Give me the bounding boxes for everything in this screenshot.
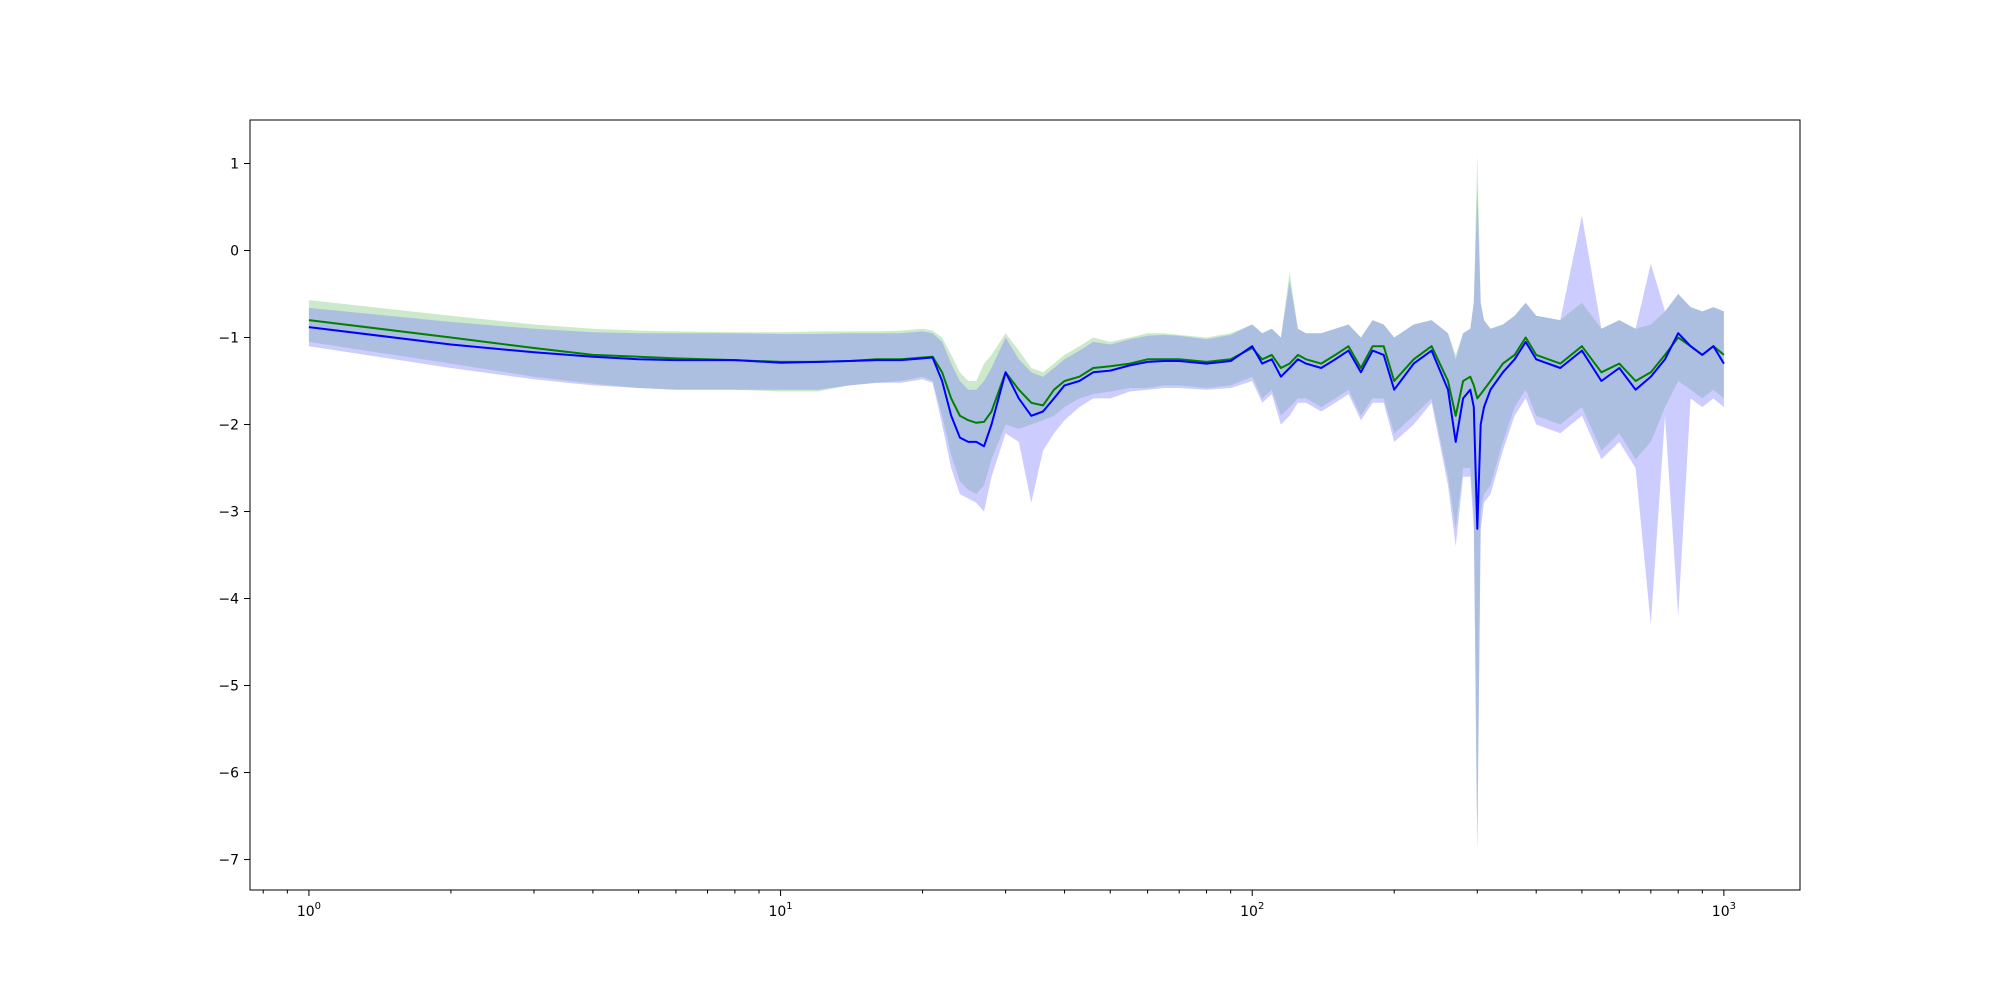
y-tick-label: −1 [218, 331, 239, 347]
y-axis: 1 0 −1 −2 −3 −4 −5 −6 −7 [218, 157, 250, 869]
y-tick-label: −4 [218, 592, 239, 608]
x-tick-base: 10 [1240, 904, 1258, 920]
series-1-band [308, 154, 1724, 851]
x-tick-exponent: 2 [1258, 901, 1264, 912]
x-tick-base: 10 [768, 904, 786, 920]
y-tick-label: −7 [218, 853, 239, 869]
x-tick-exponent: 1 [786, 901, 792, 912]
x-axis: 100 101 102 103 [262, 890, 1736, 920]
x-tick-exponent: 3 [1730, 901, 1736, 912]
x-tick-base: 10 [297, 904, 315, 920]
x-tick-label: 102 [1240, 901, 1264, 920]
y-tick-label: −6 [218, 766, 239, 782]
y-tick-label: −3 [218, 505, 239, 521]
y-tick-label: −5 [218, 679, 239, 695]
plot-frame [249, 119, 1801, 891]
y-tick-label: 0 [230, 244, 239, 260]
x-tick-base: 10 [1712, 904, 1730, 920]
x-tick-label: 100 [297, 901, 321, 920]
y-tick-label: −2 [218, 418, 239, 434]
x-tick-label: 103 [1712, 901, 1736, 920]
x-tick-exponent: 0 [315, 901, 321, 912]
series-lines [308, 319, 1725, 530]
x-tick-label: 101 [768, 901, 792, 920]
y-tick-label: 1 [230, 157, 239, 173]
series-2-line [308, 326, 1725, 530]
